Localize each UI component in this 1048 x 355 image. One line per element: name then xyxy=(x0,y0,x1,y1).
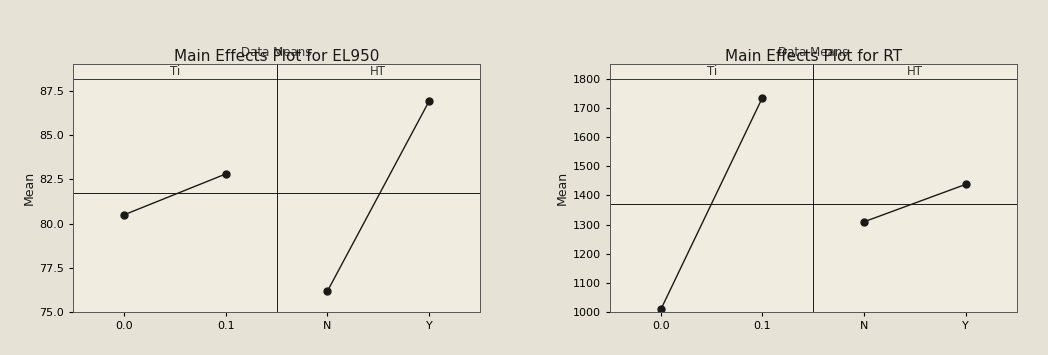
Text: Data Means: Data Means xyxy=(241,46,312,59)
Title: Main Effects Plot for RT: Main Effects Plot for RT xyxy=(725,49,902,64)
Text: Ti: Ti xyxy=(706,65,717,78)
Text: Data Means: Data Means xyxy=(778,46,849,59)
Y-axis label: Mean: Mean xyxy=(555,171,569,205)
Text: HT: HT xyxy=(370,65,387,78)
Text: HT: HT xyxy=(907,65,923,78)
Title: Main Effects Plot for EL950: Main Effects Plot for EL950 xyxy=(174,49,379,64)
Y-axis label: Mean: Mean xyxy=(22,171,36,205)
Text: Ti: Ti xyxy=(170,65,180,78)
